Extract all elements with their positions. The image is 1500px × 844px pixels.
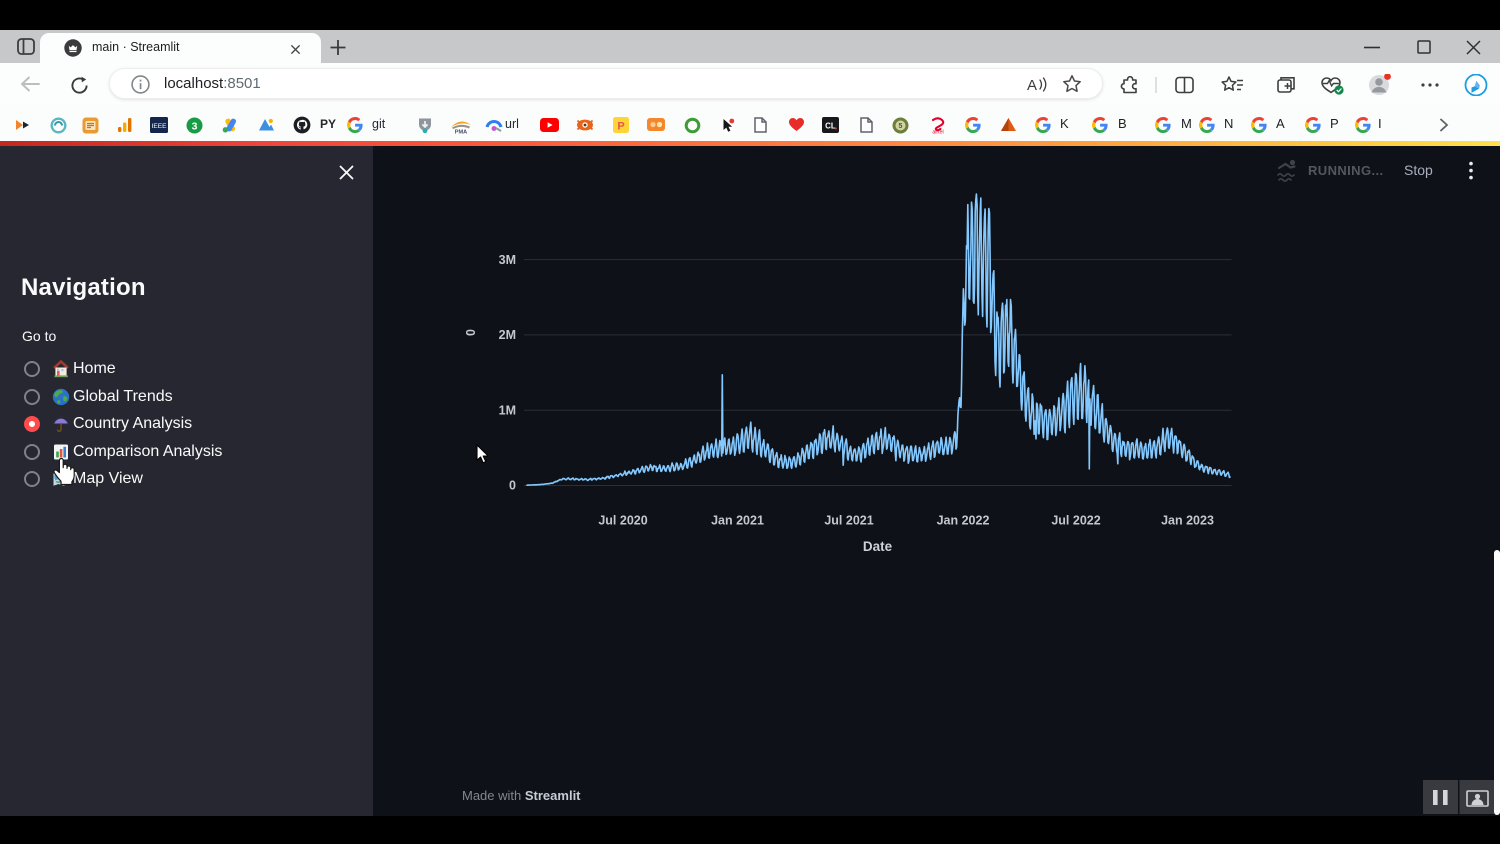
svg-text:CL: CL	[825, 121, 836, 130]
svg-text:3: 3	[192, 120, 198, 132]
svg-text:Jul 2021: Jul 2021	[824, 514, 873, 528]
svg-text:0: 0	[464, 329, 478, 336]
svg-text:Jan 2022: Jan 2022	[937, 514, 990, 528]
svg-text:5: 5	[899, 123, 903, 130]
svg-text:1M: 1M	[499, 403, 516, 417]
svg-text:Jan 2023: Jan 2023	[1161, 514, 1214, 528]
svg-text:A: A	[1027, 77, 1037, 94]
svg-text:Jul 2022: Jul 2022	[1051, 514, 1100, 528]
svg-text:Jul 2020: Jul 2020	[598, 514, 647, 528]
svg-text:IEEE: IEEE	[152, 123, 167, 130]
svg-text:P: P	[617, 120, 624, 132]
svg-text:Date: Date	[863, 539, 893, 554]
svg-text:Jan 2021: Jan 2021	[711, 514, 764, 528]
svg-text:PMA: PMA	[455, 129, 467, 134]
svg-text:2M: 2M	[499, 328, 516, 342]
svg-text:airtel: airtel	[932, 130, 943, 134]
svg-text:3M: 3M	[499, 253, 516, 267]
svg-text:0: 0	[509, 479, 516, 493]
